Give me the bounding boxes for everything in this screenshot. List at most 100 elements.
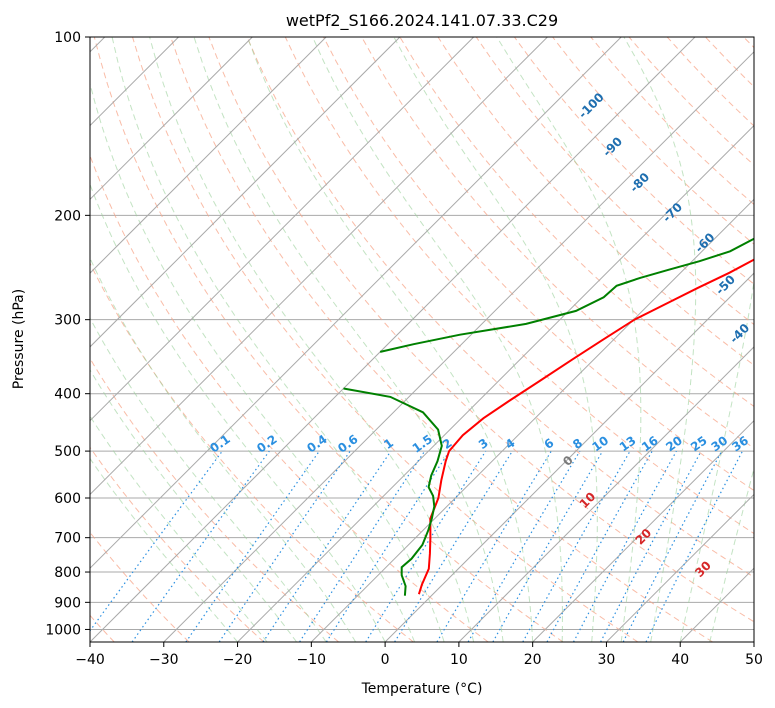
isotherm-line (163, 51, 754, 642)
isotherm-line (90, 37, 475, 422)
x-tick-label: 40 (671, 652, 689, 668)
moist-adiabat-line (149, 37, 475, 642)
mixing-ratio-line (299, 450, 426, 642)
isopleth-label: -70 (660, 200, 685, 225)
mixing-ratio-line (522, 450, 631, 642)
dry-adiabat-line (590, 37, 754, 206)
sounding-series (343, 237, 754, 596)
moist-adiabats (90, 37, 754, 642)
x-tick-label: 0 (381, 652, 390, 668)
dry-adiabat-line (132, 37, 639, 642)
dry-adiabat-line (246, 37, 754, 578)
dry-adiabat-line (437, 37, 754, 366)
isopleth-label: -50 (713, 272, 738, 297)
dry-adiabats (90, 37, 754, 642)
x-tick-label: −20 (223, 652, 253, 668)
y-axis-label: Pressure (hPa) (11, 289, 27, 389)
plot-frame (89, 36, 755, 643)
y-tick-label: 700 (54, 531, 81, 547)
chart-title: wetPf2_S166.2024.141.07.33.C29 (286, 11, 558, 31)
mixing-ratio-label: 0.6 (335, 432, 360, 456)
isotherm-line (90, 37, 253, 201)
moist-adiabat-line (90, 457, 238, 642)
mixing-ratio-label: 0.2 (254, 432, 279, 456)
y-axis-ticks: 1000 900 800 700 600 500 400 300 200 100 (45, 30, 90, 638)
isotherm-line (90, 37, 622, 569)
isotherm-line (90, 37, 401, 348)
dry-adiabat-line (90, 357, 339, 642)
moist-adiabat-line (193, 37, 504, 642)
moist-adiabat-line (623, 37, 697, 642)
y-tick-label: 400 (54, 387, 81, 403)
mixing-ratio-line (572, 450, 677, 642)
dry-adiabat-line (170, 37, 713, 642)
isotherms (90, 37, 754, 642)
moist-adiabat-line (90, 415, 268, 642)
mixing-ratio-label: 1.5 (410, 432, 435, 456)
isopleth-label: 0 (560, 453, 576, 469)
y-tick-label: 600 (54, 491, 81, 507)
isopleth-label: -60 (692, 230, 717, 255)
moist-adiabat-line (90, 81, 416, 642)
y-tick-label: 1000 (45, 622, 81, 638)
moist-adiabat-line (679, 278, 754, 642)
dry-adiabat-line (399, 37, 754, 408)
dry-adiabat-line (513, 37, 754, 285)
isotherm-line (237, 124, 754, 642)
mixing-ratio-line (185, 450, 320, 642)
mixing-ratio-line (90, 450, 223, 632)
mixing-ratio-label: 0.1 (207, 432, 232, 456)
dry-adiabat-line (93, 37, 564, 642)
isotherm-line (753, 641, 754, 642)
isotherm-line (458, 346, 754, 642)
x-tick-label: 30 (598, 652, 616, 668)
dry-adiabat-line (284, 37, 754, 535)
dry-adiabat-line (208, 37, 754, 623)
mixing-ratio-line (262, 450, 392, 642)
mixing-ratio-line (218, 450, 351, 642)
isotherm-line (90, 37, 696, 642)
isopleth-label: 30 (692, 558, 714, 580)
moist-adiabat-line (90, 256, 357, 642)
y-tick-label: 800 (54, 565, 81, 581)
y-tick-label: 900 (54, 595, 81, 611)
moist-adiabat-line (393, 37, 598, 642)
y-tick-label: 200 (54, 208, 81, 224)
moist-adiabat-line (111, 37, 445, 642)
dry-adiabat-line (628, 37, 754, 166)
moist-adiabat-line (312, 37, 563, 642)
mixing-ratio-line (131, 450, 270, 642)
moist-adiabat-line (246, 37, 534, 642)
moist-adiabat-line (90, 182, 386, 642)
isotherm-line (384, 272, 754, 642)
mixing-ratio-label: 3 (476, 436, 491, 452)
x-tick-label: −30 (149, 652, 179, 668)
x-tick-label: 20 (524, 652, 542, 668)
isopleth-label: -90 (600, 134, 625, 159)
y-tick-label: 300 (54, 313, 81, 329)
isotherm-line (532, 419, 754, 642)
dewpoint-profile-line (343, 387, 443, 596)
mixing-ratio-label: 6 (542, 436, 557, 452)
mixing-ratio-line (365, 450, 487, 642)
mixing-ratio-line (600, 450, 702, 642)
moist-adiabat-line (709, 466, 754, 642)
x-axis-label: Temperature (°C) (361, 681, 483, 697)
dry-adiabat-line (666, 37, 754, 127)
isopleth-label: -30 (759, 351, 775, 376)
isotherm-line (90, 37, 548, 496)
moist-adiabat-line (496, 37, 642, 642)
mixing-ratio-line (325, 450, 450, 642)
mixing-ratio-label: 0.4 (304, 432, 329, 456)
x-axis-ticks: −40 −30 −20 −10 0 10 20 30 40 50 (75, 642, 763, 668)
dewpoint-profile-line (379, 237, 754, 353)
isopleth-label: -40 (727, 321, 752, 346)
x-tick-label: 10 (450, 652, 468, 668)
pressure-gridlines (90, 37, 754, 630)
mixing-ratio-line (467, 450, 581, 642)
dry-adiabat-line (475, 37, 754, 326)
dry-adiabat-line (90, 446, 265, 642)
x-tick-label: 50 (745, 652, 763, 668)
